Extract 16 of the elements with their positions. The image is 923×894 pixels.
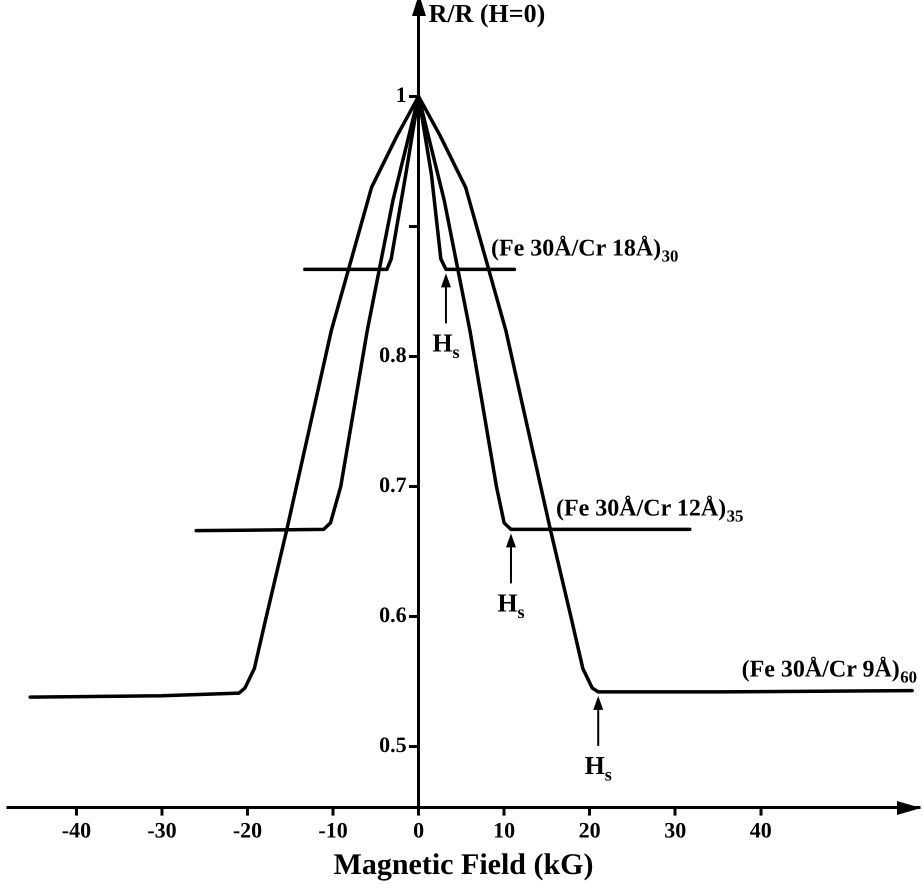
x-tick-label: -40 (62, 817, 92, 842)
y-tick-label: 0.7 (379, 472, 407, 498)
x-tick-label: -20 (232, 817, 262, 842)
y-tick-label: 0.5 (379, 732, 407, 758)
y-tick-label: 0.8 (379, 342, 407, 368)
x-tick-label: 20 (578, 817, 601, 842)
y-axis-title: R/R (H=0) (428, 0, 546, 28)
x-axis-title: Magnetic Field (kG) (334, 848, 594, 881)
x-tick-label: -10 (318, 817, 348, 842)
y-tick-label: 0.6 (379, 602, 407, 628)
y-tick-label: 1 (396, 82, 407, 108)
x-tick-label: 0 (413, 817, 424, 842)
x-tick-label: -30 (147, 817, 177, 842)
x-tick-label: 30 (664, 817, 686, 842)
x-tick-label: 10 (493, 817, 516, 842)
x-tick-label: 40 (750, 817, 772, 842)
